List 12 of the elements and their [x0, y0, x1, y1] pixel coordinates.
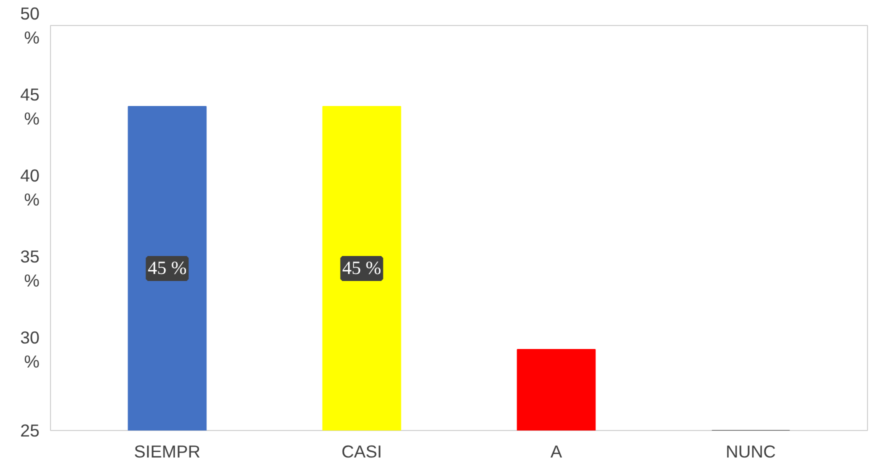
- y-tick-label: 35 %: [20, 246, 40, 290]
- x-tick-label: NUNC: [726, 442, 776, 462]
- x-tick-label: A: [550, 442, 562, 462]
- y-tick-label: 50 %: [20, 4, 40, 48]
- y-tick-label: 30 %: [20, 328, 40, 372]
- y-tick-label: 40 %: [20, 166, 40, 210]
- x-tick-label: SIEMPR: [134, 442, 200, 462]
- x-tick-label: CASI: [342, 442, 382, 462]
- data-label: 45 %: [148, 258, 187, 279]
- data-label: 45 %: [342, 258, 382, 279]
- y-tick-label: 45 %: [20, 84, 40, 128]
- y-tick-label: 25: [20, 420, 40, 440]
